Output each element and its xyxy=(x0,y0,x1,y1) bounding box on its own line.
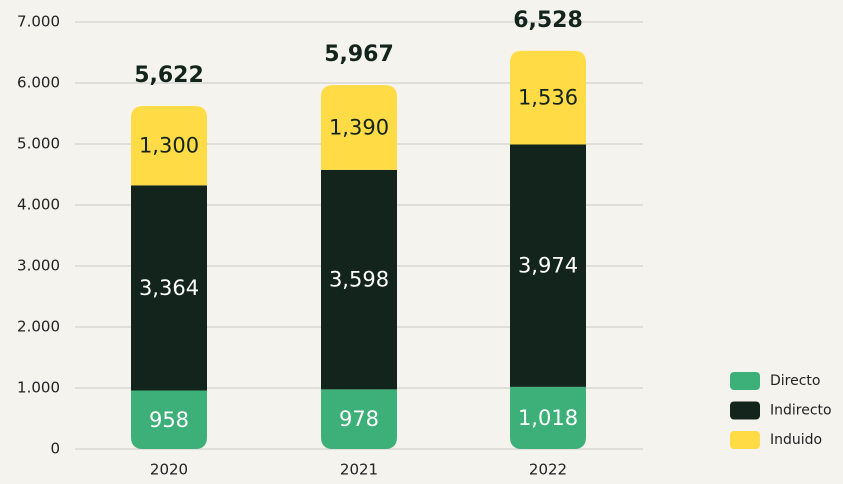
bar-segment xyxy=(131,185,207,391)
value-label: 1,300 xyxy=(139,134,199,158)
bar-segment xyxy=(131,390,207,449)
bar-segment xyxy=(321,169,397,390)
bar-segment xyxy=(510,386,586,449)
value-label: 3,974 xyxy=(518,254,578,278)
legend-swatch xyxy=(730,401,760,420)
value-label: 1,536 xyxy=(518,86,578,110)
bar-segment xyxy=(510,144,586,387)
value-label: 958 xyxy=(149,408,189,432)
y-tick-label: 6.000 xyxy=(17,74,60,92)
y-tick-label: 5.000 xyxy=(17,135,60,153)
y-tick-label: 0 xyxy=(50,440,60,458)
value-label: 1,018 xyxy=(518,406,578,430)
legend-label: Directo xyxy=(770,373,820,389)
bar-segment xyxy=(510,50,586,145)
y-tick-label: 7.000 xyxy=(17,13,60,31)
value-label: 978 xyxy=(339,407,379,431)
y-tick-label: 3.000 xyxy=(17,257,60,275)
value-label: 3,598 xyxy=(329,268,389,292)
x-tick-label: 2021 xyxy=(340,461,378,479)
x-tick-label: 2022 xyxy=(529,461,567,479)
legend-swatch xyxy=(730,372,760,390)
bar-segment xyxy=(131,106,207,186)
legend-swatch xyxy=(730,431,760,449)
value-label: 3,364 xyxy=(139,276,199,300)
legend-label: Indirecto xyxy=(770,403,832,419)
bar-segment xyxy=(321,389,397,449)
value-label: 1,390 xyxy=(329,115,389,139)
total-label: 5,622 xyxy=(134,63,204,88)
total-label: 6,528 xyxy=(513,8,583,33)
x-tick-label: 2020 xyxy=(150,461,188,479)
y-tick-label: 1.000 xyxy=(17,379,60,397)
bar-segment xyxy=(321,85,397,170)
legend-label: Induido xyxy=(770,432,822,448)
y-tick-label: 2.000 xyxy=(17,318,60,336)
y-tick-label: 4.000 xyxy=(17,196,60,214)
total-label: 5,967 xyxy=(324,42,394,67)
